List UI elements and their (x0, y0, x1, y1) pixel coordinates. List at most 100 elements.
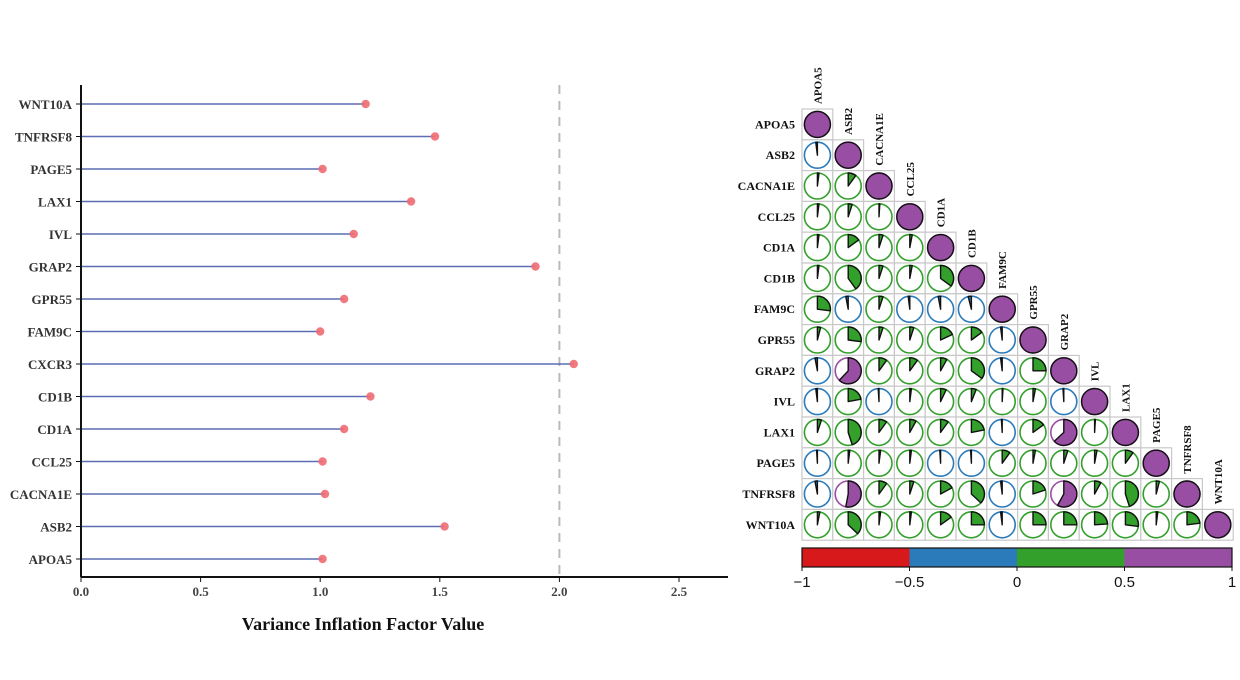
column-label: LAX1 (1120, 383, 1132, 412)
y-tick-label: ASB2 (40, 520, 72, 535)
y-tick-label: CD1A (37, 422, 72, 437)
y-tick-label: APOA5 (29, 552, 73, 567)
colorbar-tick-label: 0 (1013, 574, 1021, 591)
pie-wedge-page5-apoa5 (815, 449, 819, 464)
column-label: PAGE5 (1151, 407, 1163, 443)
pie-wedge-tnfrsf8-tnfrsf8 (1173, 480, 1201, 508)
pie-wedge-page5-page5 (1142, 449, 1170, 477)
column-label: CD1A (936, 198, 948, 227)
pie-wedge-grap2-fam9c (999, 357, 1003, 372)
pie-wedge-gpr55-ccl25 (909, 326, 915, 341)
column-label: GRAP2 (1059, 313, 1071, 350)
pie-wedge-page5-lax1 (1124, 449, 1134, 464)
x-tick-label: 2.5 (671, 584, 688, 599)
point-cxcr3 (569, 359, 578, 369)
pie-wedge-lax1-grap2 (1053, 418, 1078, 447)
row-label: GPR55 (758, 333, 795, 347)
pie-wedge-lax1-ccl25 (909, 418, 917, 434)
column-label: APOA5 (812, 67, 824, 104)
y-tick-label: CD1B (38, 390, 72, 405)
pie-wedge-tnfrsf8-fam9c (999, 480, 1003, 495)
pie-wedge-cd1a-cd1a (926, 233, 955, 262)
pie-wedge-ivl-apoa5 (815, 387, 819, 403)
column-label: IVL (1090, 362, 1102, 382)
column-label: WNT10A (1213, 459, 1225, 504)
column-label: ASB2 (843, 107, 855, 134)
y-tick-label: WNT10A (19, 97, 73, 112)
y-tick-label: GPR55 (32, 292, 73, 307)
colorbar-tick-label: 0.5 (1114, 574, 1135, 591)
point-gpr55 (339, 294, 349, 304)
y-tick-label: PAGE5 (30, 162, 72, 177)
pie-wedge-ccl25-asb2 (847, 203, 853, 218)
pie-wedge-fam9c-cd1b (967, 295, 973, 310)
pie-wedge-tnfrsf8-page5 (1155, 480, 1161, 495)
column-label: GPR55 (1028, 285, 1040, 320)
pie-wedge-cacna1e-cacna1e (865, 172, 893, 200)
colorbar-segment (802, 548, 910, 567)
pie-wedge-page5-cd1a (939, 449, 942, 464)
pie-wedge-fam9c-asb2 (845, 295, 849, 310)
pie-wedge-cd1a-ccl25 (909, 233, 913, 249)
pie-wedge-ivl-fam9c (1001, 387, 1004, 403)
pie-wedge-lax1-cacna1e (878, 418, 888, 434)
pie-wedge-lax1-apoa5 (816, 418, 823, 434)
pie-wedge-grap2-grap2 (1050, 357, 1078, 385)
point-apoa5 (318, 554, 327, 564)
pie-wedge-cd1b-cacna1e (878, 264, 884, 280)
pie-wedge-cd1a-asb2 (847, 233, 860, 249)
pie-wedge-tnfrsf8-ivl (1093, 480, 1102, 495)
pie-wedge-gpr55-asb2 (847, 326, 862, 343)
y-tick-label: CACNA1E (10, 487, 72, 502)
column-label: CCL25 (905, 162, 917, 197)
pie-wedge-lax1-gpr55 (1032, 418, 1045, 434)
pie-wedge-tnfrsf8-cd1b (970, 480, 986, 504)
pie-wedge-grap2-cacna1e (878, 357, 888, 372)
colorbar-tick-label: −1 (793, 574, 810, 591)
y-tick-label: GRAP2 (29, 260, 72, 275)
y-tick-label: LAX1 (38, 195, 72, 210)
pie-wedge-lax1-cd1b (970, 418, 985, 434)
pie-wedge-cacna1e-apoa5 (816, 172, 820, 187)
pie-wedge-cd1a-apoa5 (816, 233, 820, 249)
row-label: CCL25 (758, 210, 795, 224)
pie-wedge-grap2-gpr55 (1032, 357, 1047, 372)
pie-wedge-ivl-cd1b (970, 387, 977, 403)
pie-wedge-tnfrsf8-grap2 (1056, 480, 1078, 508)
pie-wedge-tnfrsf8-lax1 (1124, 480, 1140, 508)
y-tick-label: IVL (49, 227, 72, 242)
pie-wedge-ivl-grap2 (1062, 387, 1065, 403)
pie-wedge-fam9c-ccl25 (907, 295, 911, 310)
pie-wedge-wnt10a-tnfrsf8 (1186, 511, 1201, 526)
pie-wedge-wnt10a-lax1 (1124, 511, 1140, 528)
pie-wedge-page5-ivl (1093, 449, 1098, 464)
colorbar-segment (909, 548, 1017, 567)
pie-wedge-gpr55-cacna1e (878, 326, 884, 341)
point-grap2 (531, 262, 540, 271)
colorbar-tick-label: 1 (1228, 574, 1236, 591)
pie-wedge-cd1b-ccl25 (909, 264, 913, 280)
pie-wedge-ivl-ivl (1080, 387, 1109, 416)
correlation-pie-matrix: APOA5 APOA5 ASB2 ASB2 CACNA1E CACNA1E CCL25 CCL… (738, 67, 1234, 541)
pie-wedge-page5-grap2 (1063, 449, 1069, 464)
pie-wedge-wnt10a-asb2 (847, 511, 862, 535)
vif-lollipop-chart: WNT10A TNFRSF8 PAGE5 LAX1 IVL GRAP2 GPR55 FAM9C… (10, 85, 728, 634)
pie-wedge-page5-cd1b (969, 449, 973, 464)
pie-wedge-grap2-ccl25 (909, 357, 919, 372)
pie-wedge-gpr55-apoa5 (816, 326, 822, 341)
pie-wedge-wnt10a-fam9c (999, 511, 1003, 526)
row-label: CD1A (763, 241, 795, 255)
pie-wedge-tnfrsf8-ccl25 (909, 480, 915, 495)
pie-wedge-cd1b-apoa5 (816, 264, 820, 280)
pie-wedge-page5-ccl25 (909, 449, 913, 464)
x-axis-label: Variance Inflation Factor Value (242, 614, 485, 634)
point-page5 (318, 164, 327, 174)
colorbar-segment (1124, 548, 1232, 567)
colorbar-segment (1017, 548, 1125, 567)
x-tick-label: 1.5 (432, 584, 449, 599)
x-tick-label: 2.0 (551, 584, 567, 599)
pie-wedge-tnfrsf8-gpr55 (1032, 480, 1047, 495)
colorbar-tick-label: −0.5 (895, 574, 925, 591)
pie-wedge-tnfrsf8-asb2 (845, 480, 862, 508)
y-tick-label: CXCR3 (28, 357, 73, 372)
